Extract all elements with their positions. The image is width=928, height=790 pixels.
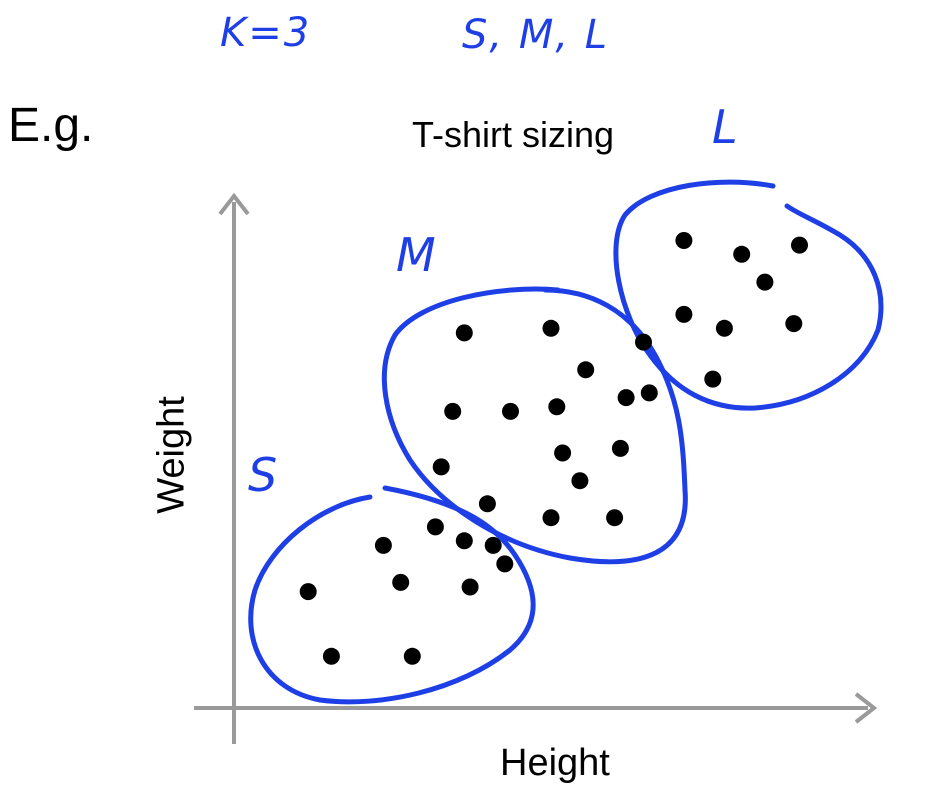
data-point-m-4: [444, 402, 462, 420]
data-point-s-8: [496, 555, 514, 573]
data-point-l-8: [635, 333, 652, 351]
data-point-s-7: [484, 536, 502, 554]
cluster-label-l: L: [712, 100, 738, 154]
cluster-outline-s: [248, 485, 536, 705]
data-point-m-7: [617, 389, 635, 407]
data-point-s-9: [322, 647, 340, 665]
data-point-l-7: [785, 315, 803, 333]
cluster-outline-m: [381, 286, 688, 565]
data-point-l-4: [756, 273, 774, 291]
data-point-m-5: [502, 402, 519, 420]
data-point-m-14: [606, 509, 624, 527]
cluster-label-m: M: [396, 228, 436, 282]
sizes-annotation: S, M, L: [462, 12, 610, 58]
data-point-m-9: [554, 444, 572, 462]
data-point-s-6: [461, 578, 479, 596]
cluster-outline-l: [613, 179, 884, 411]
slide-prefix: E.g.: [8, 99, 94, 152]
data-points: [299, 232, 808, 665]
data-point-l-6: [715, 319, 733, 337]
data-point-s-5: [455, 532, 473, 550]
x-axis-arrowhead: [854, 692, 878, 724]
x-axis-label: Height: [500, 742, 610, 784]
cluster-label-s: S: [248, 448, 278, 502]
data-point-m-2: [542, 319, 560, 337]
data-point-l-9: [640, 384, 658, 402]
y-axis-arrowhead: [218, 192, 250, 216]
k-annotation: K=3: [220, 10, 312, 56]
data-point-s-4: [426, 518, 444, 536]
data-point-m-8: [432, 458, 450, 476]
data-point-l-1: [675, 232, 693, 249]
data-point-l-5: [675, 305, 693, 323]
data-point-s-2: [374, 536, 392, 554]
data-point-s-10: [403, 647, 421, 665]
data-point-m-12: [478, 495, 496, 513]
data-point-l-2: [733, 245, 751, 263]
data-point-m-11: [571, 472, 589, 490]
data-point-m-6: [548, 398, 566, 416]
data-point-l-3: [791, 236, 808, 254]
data-point-m-3: [577, 361, 595, 379]
data-point-m-1: [455, 324, 473, 342]
data-point-l-10: [704, 370, 722, 388]
data-point-s-1: [299, 583, 317, 601]
data-point-m-13: [542, 509, 560, 527]
data-point-s-3: [392, 573, 410, 591]
data-point-m-10: [611, 439, 629, 457]
chart-title: T-shirt sizing: [412, 114, 615, 155]
